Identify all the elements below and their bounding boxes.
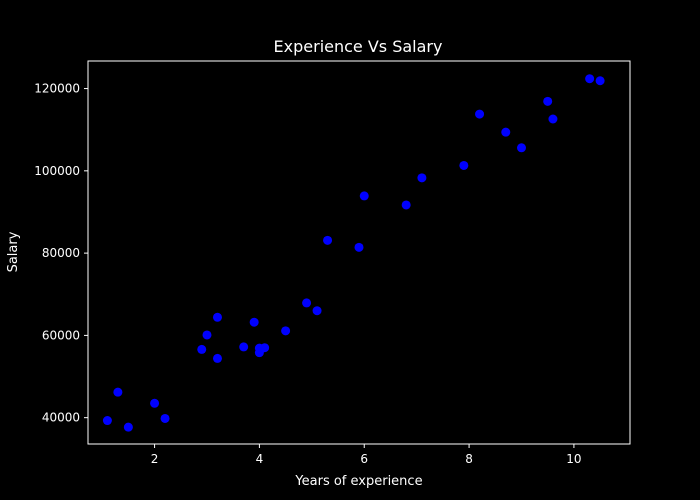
x-tick-label: 4 (256, 452, 264, 466)
data-point (239, 342, 249, 352)
x-tick-label: 10 (566, 452, 581, 466)
x-axis: 2 4 6 8 10 (151, 444, 582, 466)
data-points (102, 74, 605, 432)
x-tick-label: 6 (360, 452, 368, 466)
data-point (595, 76, 605, 86)
y-axis-label: Salary (6, 231, 21, 272)
data-point (359, 191, 369, 201)
data-point (102, 416, 112, 426)
data-point (475, 109, 485, 119)
x-tick-label: 2 (151, 452, 159, 466)
data-point (212, 312, 222, 322)
data-point (249, 317, 259, 327)
data-point (113, 387, 123, 397)
data-point (123, 422, 133, 432)
data-point (501, 127, 511, 137)
x-tick-label: 8 (465, 452, 473, 466)
data-point (548, 114, 558, 124)
data-point (585, 74, 595, 84)
data-point (459, 160, 469, 170)
data-point (302, 298, 312, 308)
y-axis: 40000 60000 80000 100000 120000 (34, 82, 88, 425)
data-point (417, 173, 427, 183)
y-tick-label: 80000 (42, 246, 80, 260)
x-axis-label: Years of experience (294, 474, 422, 489)
data-point (312, 306, 322, 316)
data-point (260, 343, 270, 353)
data-point (197, 344, 207, 354)
data-point (516, 143, 526, 153)
data-point (150, 398, 160, 408)
data-point (354, 242, 364, 252)
y-tick-label: 120000 (34, 82, 80, 96)
data-point (543, 96, 553, 106)
data-point (202, 330, 212, 340)
data-point (281, 326, 291, 336)
y-tick-label: 60000 (42, 328, 80, 342)
data-point (401, 200, 411, 210)
plot-area (87, 60, 631, 445)
data-point (160, 413, 170, 423)
data-point (212, 353, 222, 363)
chart-title: Experience Vs Salary (274, 37, 443, 56)
data-point (323, 235, 333, 245)
y-tick-label: 40000 (42, 411, 80, 425)
y-tick-label: 100000 (34, 164, 80, 178)
